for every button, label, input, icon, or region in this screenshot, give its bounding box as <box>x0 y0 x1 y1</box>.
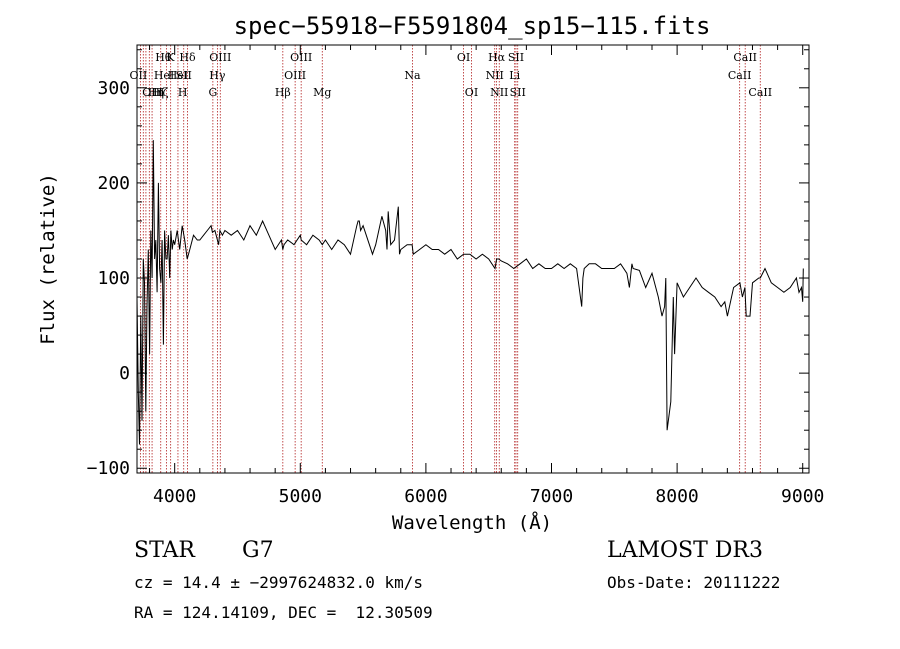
redshift-readout: cz = 14.4 ± −2997624832.0 km/s <box>134 573 423 592</box>
y-axis: −100 0 100 200 300 <box>87 49 809 479</box>
y-tick-label-3: 200 <box>97 173 130 194</box>
spectrum-line <box>136 140 804 445</box>
survey-name: LAMOST DR3 <box>607 538 763 563</box>
line-label-20: OI <box>465 86 478 99</box>
x-tick-label-0: 4000 <box>153 486 196 507</box>
line-label-29: CaII <box>748 86 772 99</box>
line-label-5: Hζ <box>153 86 169 99</box>
line-label-8: HeI <box>168 69 188 82</box>
obs-date: Obs-Date: 20111222 <box>607 573 781 592</box>
line-label-16: OIII <box>290 51 312 64</box>
y-tick-label-2: 100 <box>97 268 130 289</box>
y-tick-label-1: 0 <box>119 363 130 384</box>
line-label-0: OII <box>130 69 148 82</box>
coordinates: RA = 124.14109, DEC = 12.30509 <box>134 603 433 622</box>
spectrum-chart: spec−55918−F5591804_sp15−115.fits OII OII… <box>37 12 824 534</box>
line-label-11: G <box>208 86 217 99</box>
x-tick-label-4: 8000 <box>655 486 698 507</box>
line-label-1: OIII <box>142 86 164 99</box>
y-tick-label-0: −100 <box>87 458 130 479</box>
line-label-13: OIII <box>209 51 231 64</box>
line-label-28: CaII <box>733 51 757 64</box>
object-class: STAR <box>134 538 195 563</box>
x-tick-label-1: 5000 <box>279 486 322 507</box>
line-label-2: Hη <box>148 86 164 99</box>
plot-frame <box>136 44 810 474</box>
line-label-27: CaII <box>728 69 752 82</box>
line-label-17: Mg <box>313 86 331 99</box>
spectral-line-labels: OIIOIIIHηHθHeIHζKHHeISIIHδGHγOIIIHβOIIIO… <box>130 51 773 99</box>
line-label-3: Hθ <box>155 51 172 64</box>
line-label-26: SII <box>510 86 526 99</box>
line-label-22: Hα <box>488 51 506 64</box>
line-label-24: Li <box>509 69 520 82</box>
y-tick-label-4: 300 <box>97 78 130 99</box>
line-label-10: Hδ <box>179 51 196 64</box>
chart-title: spec−55918−F5591804_sp15−115.fits <box>234 12 711 40</box>
x-tick-label-5: 9000 <box>781 486 824 507</box>
x-axis-label: Wavelength (Å) <box>392 511 552 534</box>
line-label-4: HeI <box>154 69 174 82</box>
x-tick-label-3: 7000 <box>530 486 573 507</box>
line-label-6: K <box>166 51 175 64</box>
line-label-12: Hγ <box>209 69 226 82</box>
object-subclass: G7 <box>242 538 274 563</box>
line-label-7: H <box>178 86 188 99</box>
x-tick-label-2: 6000 <box>404 486 447 507</box>
y-axis-label: Flux (relative) <box>37 173 59 345</box>
line-label-21: NII <box>486 69 504 82</box>
line-label-19: OI <box>457 51 470 64</box>
line-label-18: Na <box>404 69 421 82</box>
line-label-9: SII <box>176 69 192 82</box>
x-axis: 4000 5000 6000 7000 8000 9000 <box>149 45 824 507</box>
line-label-14: Hβ <box>275 86 291 99</box>
line-label-25: SII <box>508 51 524 64</box>
line-label-15: OIII <box>284 69 306 82</box>
line-label-23: NII <box>490 86 508 99</box>
